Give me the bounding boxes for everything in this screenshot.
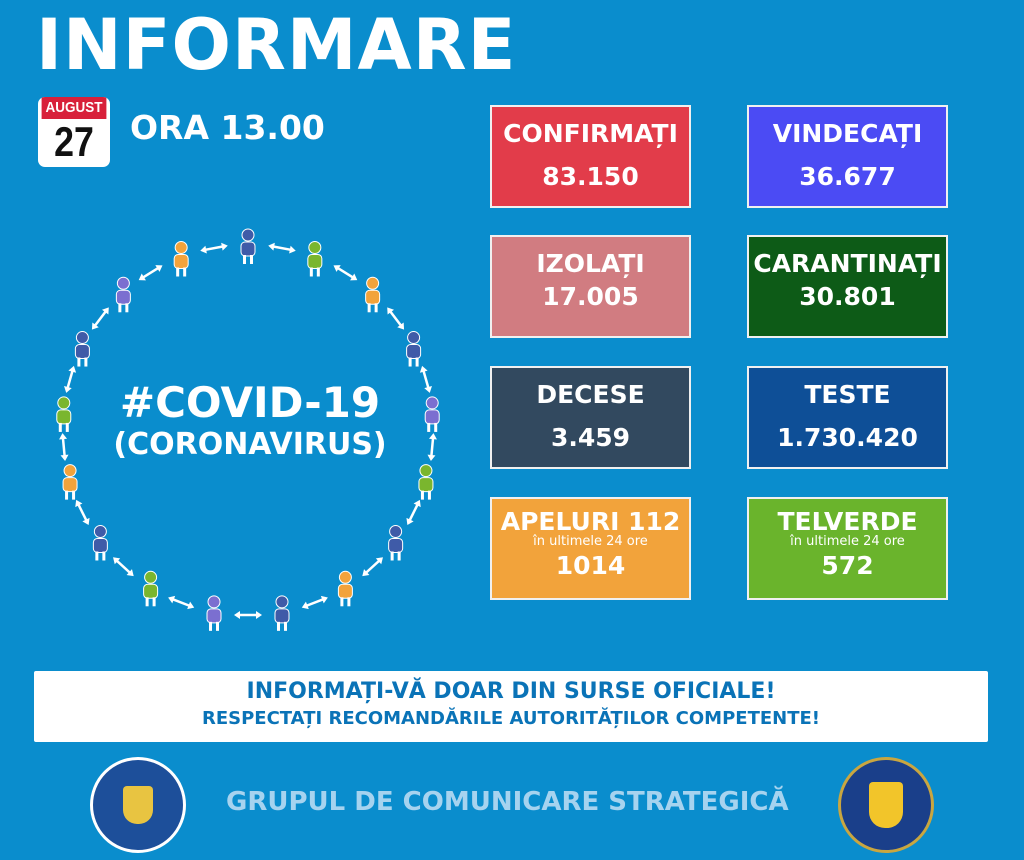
- person-icon: [206, 595, 222, 631]
- person-icon: [74, 331, 90, 367]
- covid-hashtag: #COVID-19: [119, 378, 381, 427]
- person-icon: [418, 464, 434, 500]
- person-icon: [388, 524, 404, 561]
- card-value: 30.801: [799, 282, 896, 311]
- double-arrow-icon: [64, 365, 77, 393]
- card-label: CONFIRMAȚI: [503, 119, 678, 148]
- calendar-icon: AUGUST 27: [38, 97, 110, 167]
- person-icon: [424, 396, 440, 432]
- double-arrow-icon: [234, 611, 262, 619]
- card-sublabel: în ultimele 24 ore: [790, 534, 905, 549]
- card-teste: TESTE 1.730.420: [747, 366, 948, 469]
- covid-heading: #COVID-19 (CORONAVIRUS): [100, 378, 400, 462]
- double-arrow-icon: [138, 265, 163, 281]
- double-arrow-icon: [427, 433, 437, 462]
- card-izolati: IZOLAȚI 17.005: [490, 235, 691, 338]
- card-value: 1014: [555, 551, 626, 580]
- double-arrow-icon: [168, 595, 195, 610]
- person-icon: [240, 228, 256, 264]
- card-label: IZOLAȚI: [536, 249, 645, 278]
- person-icon: [307, 240, 323, 277]
- card-label: CARANTINAȚI: [753, 249, 942, 278]
- person-icon: [406, 331, 422, 367]
- person-icon: [337, 570, 353, 607]
- coat-of-arms-icon: [869, 782, 903, 828]
- card-vindecati: VINDECAȚI 36.677: [747, 105, 948, 208]
- person-icon: [365, 276, 381, 313]
- banner-line-2: RESPECTAȚI RECOMANDĂRILE AUTORITĂȚILOR C…: [201, 708, 821, 729]
- double-arrow-icon: [419, 365, 432, 393]
- double-arrow-icon: [362, 557, 383, 577]
- card-label: TESTE: [804, 380, 891, 409]
- double-arrow-icon: [406, 499, 421, 525]
- card-value: 1.730.420: [777, 423, 918, 452]
- double-arrow-icon: [387, 307, 405, 330]
- person-icon: [62, 464, 78, 500]
- calendar-day: 27: [54, 118, 94, 165]
- double-arrow-icon: [268, 242, 296, 254]
- people-ring-illustration: [56, 228, 440, 631]
- person-icon: [143, 570, 159, 607]
- card-value: 36.677: [799, 162, 896, 191]
- card-value: 17.005: [542, 282, 639, 311]
- card-label: APELURI 112: [500, 507, 681, 536]
- covid-subtitle: (CORONAVIRUS): [113, 427, 387, 462]
- footer-organization: GRUPUL DE COMUNICARE STRATEGICĂ: [226, 787, 789, 817]
- banner-line-1: INFORMAȚI-VĂ DOAR DIN SURSE OFICIALE!: [246, 679, 776, 704]
- card-telverde: TELVERDE în ultimele 24 ore 572: [747, 497, 948, 600]
- double-arrow-icon: [59, 433, 69, 462]
- card-value: 572: [821, 551, 874, 580]
- person-icon: [115, 276, 131, 313]
- double-arrow-icon: [200, 242, 228, 254]
- calendar-month: AUGUST: [41, 97, 107, 119]
- card-decese: DECESE 3.459: [490, 366, 691, 469]
- double-arrow-icon: [113, 557, 134, 577]
- card-label: TELVERDE: [777, 507, 918, 536]
- page-title: INFORMARE: [36, 4, 517, 86]
- card-value: 3.459: [550, 423, 631, 452]
- double-arrow-icon: [91, 307, 109, 330]
- report-time: ORA 13.00: [130, 108, 325, 147]
- person-icon: [274, 595, 290, 631]
- double-arrow-icon: [333, 265, 358, 281]
- card-apeluri-112: APELURI 112 în ultimele 24 ore 1014: [490, 497, 691, 600]
- official-sources-banner: INFORMAȚI-VĂ DOAR DIN SURSE OFICIALE! RE…: [34, 671, 988, 742]
- card-label: VINDECAȚI: [772, 119, 923, 148]
- dsu-logo: [838, 757, 934, 853]
- coat-of-arms-icon: [123, 786, 153, 824]
- double-arrow-icon: [75, 499, 90, 525]
- card-label: DECESE: [536, 380, 645, 409]
- card-confirmati: CONFIRMAȚI 83.150: [490, 105, 691, 208]
- double-arrow-icon: [301, 595, 328, 610]
- card-carantinati: CARANTINAȚI 30.801: [747, 235, 948, 338]
- card-value: 83.150: [542, 162, 639, 191]
- guvernul-romaniei-logo: [90, 757, 186, 853]
- person-icon: [173, 240, 189, 277]
- person-icon: [56, 396, 72, 432]
- card-sublabel: în ultimele 24 ore: [533, 534, 648, 549]
- person-icon: [92, 524, 108, 561]
